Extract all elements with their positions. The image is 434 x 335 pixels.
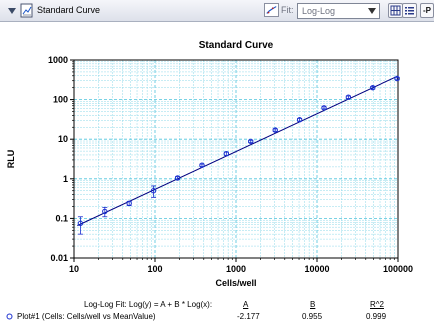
data-point <box>77 220 84 227</box>
plot-marker-icon <box>6 313 13 320</box>
x-tick-label: 10 <box>69 264 79 274</box>
triangle-down-icon[interactable] <box>7 6 17 16</box>
x-tick-label: 10000 <box>304 264 329 274</box>
data-point <box>174 175 181 181</box>
data-point <box>102 208 108 215</box>
col-b-header: B <box>310 300 316 309</box>
curve-fit-icon[interactable] <box>264 3 279 17</box>
grid-view-icon <box>390 5 401 16</box>
fit-type-value: Log-Log <box>302 6 336 16</box>
value-a: -2.177 <box>237 312 260 321</box>
data-point <box>126 200 132 207</box>
data-point <box>199 162 205 168</box>
chart-document-icon <box>20 3 33 18</box>
fit-equation-label: Log-Log Fit: Log(y) = A + B * Log(x): <box>84 300 213 309</box>
value-r2: 0.999 <box>366 312 387 321</box>
list-view-button[interactable] <box>402 3 417 18</box>
y-tick-label: 100 <box>53 95 68 105</box>
data-point <box>150 188 157 194</box>
x-axis-label: Cells/well <box>215 278 256 288</box>
col-a-header: A <box>243 300 249 309</box>
data-point <box>272 127 278 133</box>
chart-title-tab[interactable]: Standard Curve <box>37 5 101 15</box>
data-point <box>223 151 230 157</box>
x-tick-label: 100 <box>147 264 162 274</box>
data-point <box>248 138 254 145</box>
y-tick-label: 0.01 <box>50 253 68 263</box>
plot-series-label[interactable]: Plot#1 (Cells: Cells/well vs MeanValue) <box>17 312 156 321</box>
y-tick-label: 10 <box>58 134 68 144</box>
data-point <box>370 84 376 91</box>
y-tick-label: 0.1 <box>55 213 68 223</box>
y-tick-label: 1000 <box>48 55 68 65</box>
fit-type-select[interactable]: Log-Log <box>297 3 380 19</box>
y-axis-label: RLU <box>6 150 16 169</box>
col-r2-header: R^2 <box>370 300 384 309</box>
value-b: 0.955 <box>302 312 323 321</box>
data-point <box>296 117 303 123</box>
y-tick-label: 1 <box>63 174 68 184</box>
chevron-down-icon <box>368 8 376 14</box>
grid-view-button[interactable] <box>388 3 403 18</box>
data-point <box>394 75 400 82</box>
data-point <box>345 94 352 100</box>
fit-line <box>77 75 399 227</box>
fit-label: Fit: <box>281 5 294 15</box>
x-tick-label: 1000 <box>226 264 246 274</box>
list-view-icon <box>405 7 414 15</box>
data-point <box>321 105 327 111</box>
chart-toolbar: Standard Curve Fit: Log-Log -P <box>0 0 434 22</box>
x-tick-label: 100000 <box>383 264 413 274</box>
chart-title: Standard Curve <box>199 40 274 51</box>
p-button[interactable]: -P <box>420 3 434 18</box>
